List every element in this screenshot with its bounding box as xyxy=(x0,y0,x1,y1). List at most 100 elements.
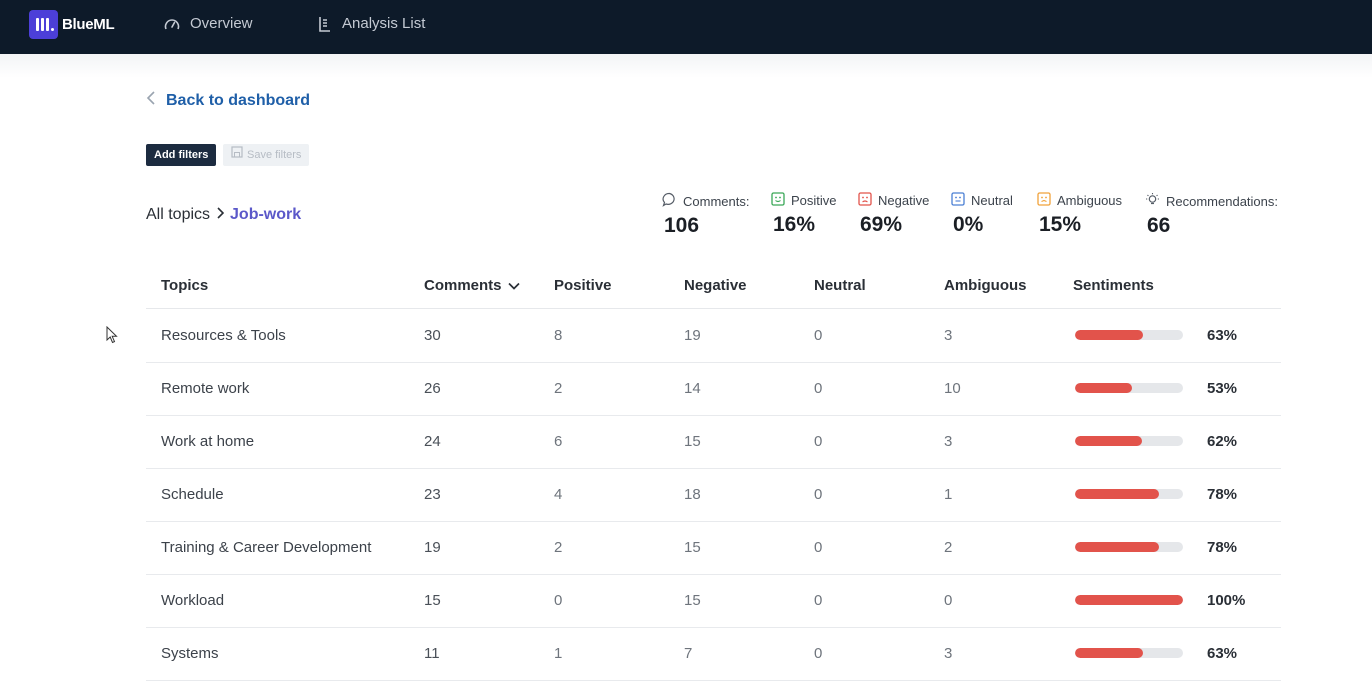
cell-sentiment-percent: 100% xyxy=(1207,592,1246,609)
cell-neutral: 0 xyxy=(814,327,823,344)
sentiment-bar-fill xyxy=(1075,595,1183,605)
table-row[interactable]: Remote work 26 2 14 0 10 53% xyxy=(146,362,1281,416)
cell-negative: 7 xyxy=(684,645,693,662)
cell-neutral: 0 xyxy=(814,380,823,397)
nav-item-label: Overview xyxy=(190,15,253,32)
cell-sentiment-percent: 63% xyxy=(1207,327,1238,344)
table-row[interactable]: Training & Career Development 19 2 15 0 2 78% xyxy=(146,521,1281,575)
cell-ambiguous: 0 xyxy=(944,592,953,609)
cell-neutral: 0 xyxy=(814,486,823,503)
sentiment-bar-fill xyxy=(1075,436,1142,446)
cell-ambiguous: 3 xyxy=(944,433,953,450)
comment-icon xyxy=(662,192,677,210)
list-icon xyxy=(318,16,332,32)
stat-positive: Positive 16% xyxy=(771,192,837,237)
nav-item-overview[interactable]: Overview xyxy=(164,15,253,32)
lightbulb-icon xyxy=(1145,192,1160,210)
column-header-label: Comments xyxy=(424,277,502,294)
nav-item-label: Analysis List xyxy=(342,15,426,32)
cell-sentiment-percent: 78% xyxy=(1207,539,1238,556)
chevron-down-icon xyxy=(507,277,520,294)
cell-negative: 15 xyxy=(684,539,701,556)
cell-positive: 6 xyxy=(554,433,563,450)
cell-positive: 0 xyxy=(554,592,563,609)
stat-value: 106 xyxy=(664,214,700,237)
cell-ambiguous: 3 xyxy=(944,327,953,344)
column-header-sentiments[interactable]: Sentiments xyxy=(1073,277,1154,294)
table-row[interactable]: Resources & Tools 30 8 19 0 3 63% xyxy=(146,309,1281,363)
stat-value: 16% xyxy=(773,213,816,236)
app-name[interactable]: BlueML xyxy=(62,16,115,33)
chevron-left-icon xyxy=(146,90,156,111)
gauge-icon xyxy=(164,17,180,31)
top-navigation-bar: BlueML Overview Analysis List xyxy=(0,0,1372,54)
column-header-positive[interactable]: Positive xyxy=(554,277,612,294)
cell-topic: Workload xyxy=(161,592,225,609)
sentiment-bar xyxy=(1075,436,1183,446)
negative-face-icon xyxy=(858,192,872,209)
nav-item-analysis-list[interactable]: Analysis List xyxy=(318,15,425,32)
save-filters-button[interactable]: Save filters xyxy=(223,144,310,166)
stat-value: 15% xyxy=(1039,213,1082,236)
cell-neutral: 0 xyxy=(814,433,823,450)
cell-topic: Resources & Tools xyxy=(161,327,286,344)
cell-comments: 11 xyxy=(424,645,440,662)
cell-sentiment-percent: 53% xyxy=(1207,380,1238,397)
cell-comments: 30 xyxy=(424,327,441,344)
back-to-dashboard-link[interactable]: Back to dashboard xyxy=(146,90,310,111)
sentiment-bar xyxy=(1075,489,1183,499)
breadcrumb-current-topic: Job-work xyxy=(230,206,302,223)
table-row[interactable]: Workload 15 0 15 0 0 100% xyxy=(146,574,1281,628)
cell-comments: 23 xyxy=(424,486,441,503)
cell-positive: 4 xyxy=(554,486,563,503)
back-link-label: Back to dashboard xyxy=(166,91,311,109)
cell-positive: 2 xyxy=(554,380,563,397)
cell-positive: 8 xyxy=(554,327,563,344)
ambiguous-face-icon xyxy=(1037,192,1051,209)
table-row[interactable]: Work at home 24 6 15 0 3 62% xyxy=(146,415,1281,469)
stat-label: Negative xyxy=(878,193,930,208)
cell-positive: 2 xyxy=(554,539,563,556)
sentiment-bar-fill xyxy=(1075,542,1160,552)
add-filters-button[interactable]: Add filters xyxy=(146,144,217,166)
mouse-cursor-icon xyxy=(106,325,118,349)
cell-positive: 1 xyxy=(554,645,563,662)
table-row[interactable]: Systems 11 1 7 0 3 63% xyxy=(146,627,1281,681)
cell-neutral: 0 xyxy=(814,645,823,662)
column-header-negative[interactable]: Negative xyxy=(684,277,747,294)
stat-label: Neutral xyxy=(971,193,1013,208)
cell-comments: 19 xyxy=(424,539,441,556)
cell-ambiguous: 10 xyxy=(944,380,961,397)
cell-comments: 24 xyxy=(424,433,441,450)
sentiment-bar-fill xyxy=(1075,489,1160,499)
stat-label: Comments: xyxy=(683,193,750,209)
cell-neutral: 0 xyxy=(814,592,823,609)
cell-sentiment-percent: 78% xyxy=(1207,486,1238,503)
cell-topic: Work at home xyxy=(161,433,255,450)
column-header-ambiguous[interactable]: Ambiguous xyxy=(944,277,1027,294)
sentiment-bar xyxy=(1075,330,1183,340)
table-row[interactable]: Schedule 23 4 18 0 1 78% xyxy=(146,468,1281,522)
stat-label: Recommendations: xyxy=(1166,193,1278,209)
cell-neutral: 0 xyxy=(814,539,823,556)
cell-ambiguous: 3 xyxy=(944,645,953,662)
stat-label: Positive xyxy=(791,193,837,208)
cell-sentiment-percent: 62% xyxy=(1207,433,1238,450)
cell-negative: 19 xyxy=(684,327,701,344)
cell-negative: 15 xyxy=(684,592,701,609)
blueml-logo-icon[interactable] xyxy=(29,10,58,39)
sentiment-bar-fill xyxy=(1075,330,1144,340)
column-header-neutral[interactable]: Neutral xyxy=(814,277,866,294)
topbar-shadow xyxy=(0,54,1372,78)
cell-ambiguous: 2 xyxy=(944,539,953,556)
sentiment-bar-fill xyxy=(1075,648,1144,658)
cell-topic: Systems xyxy=(161,645,219,662)
breadcrumb-all-topics[interactable]: All topics xyxy=(146,206,211,223)
column-header-comments[interactable]: Comments xyxy=(424,277,520,294)
column-header-topics[interactable]: Topics xyxy=(161,277,209,294)
positive-face-icon xyxy=(771,192,785,209)
cell-comments: 26 xyxy=(424,380,441,397)
stat-value: 69% xyxy=(860,213,903,236)
cell-ambiguous: 1 xyxy=(944,486,953,503)
cell-negative: 18 xyxy=(684,486,701,503)
